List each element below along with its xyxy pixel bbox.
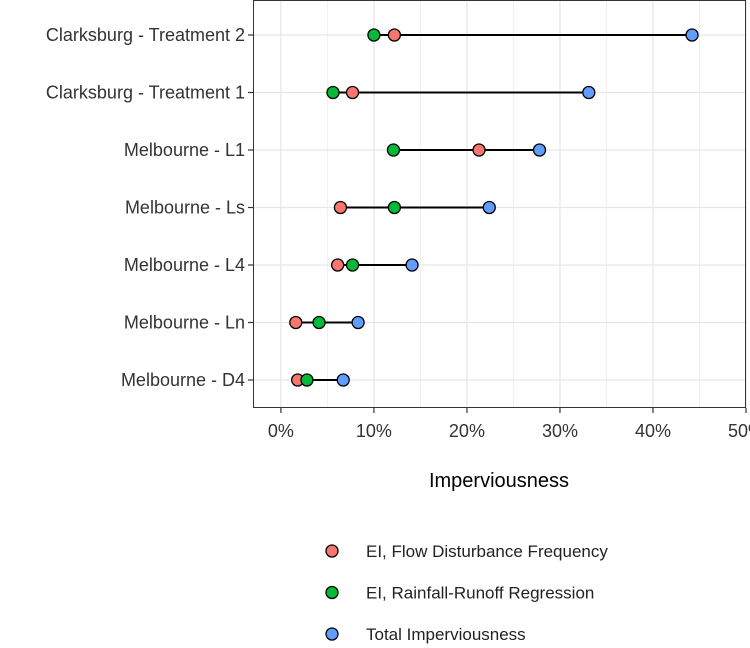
data-point [472, 143, 486, 157]
y-tick-label: Melbourne - L1 [124, 140, 245, 160]
data-point [351, 315, 365, 330]
data-point [326, 85, 340, 100]
data-point [386, 143, 401, 157]
data-points [289, 28, 699, 387]
data-point [482, 200, 496, 215]
legend-key [325, 627, 339, 641]
y-tick-label: Melbourne - Ln [124, 313, 245, 333]
x-tick-label: 50% [728, 421, 750, 441]
x-tick-label: 0% [268, 421, 294, 441]
x-tick-label: 40% [635, 421, 671, 441]
x-axis: 0% 10% 20% 30% 40% 50% [268, 408, 750, 441]
data-point [336, 373, 350, 387]
x-tick-label: 20% [449, 421, 485, 441]
y-tick-label: Melbourne - Ls [125, 198, 245, 218]
data-point [312, 315, 326, 330]
y-tick-label: Melbourne - D4 [121, 370, 245, 390]
y-axis: Clarksburg - Treatment 2 Clarksburg - Tre… [46, 25, 253, 390]
minor-gridlines [326, 0, 700, 408]
data-point [367, 28, 381, 42]
data-point [330, 258, 345, 272]
data-point [685, 28, 699, 42]
x-axis-title: Imperviousness [429, 470, 569, 492]
legend: EI, Flow Disturbance Frequency EI, Rainfa… [325, 542, 608, 644]
data-point [582, 85, 596, 100]
y-tick-label: Clarksburg - Treatment 1 [46, 83, 245, 103]
legend-label: EI, Rainfall-Runoff Regression [366, 584, 594, 603]
data-point [300, 373, 314, 387]
legend-key [325, 544, 339, 558]
data-point [289, 315, 303, 330]
data-point [333, 200, 348, 215]
x-tick-label: 10% [356, 421, 392, 441]
data-point [532, 143, 547, 157]
x-tick-label: 30% [542, 421, 578, 441]
legend-label: Total Imperviousness [366, 625, 526, 644]
legend-label: EI, Flow Disturbance Frequency [366, 542, 608, 561]
y-tick-label: Clarksburg - Treatment 2 [46, 25, 245, 45]
legend-key [325, 585, 339, 600]
dumbbell-segments [295, 34, 693, 381]
data-point [387, 200, 402, 215]
data-point [405, 258, 419, 272]
data-point [345, 258, 360, 272]
y-tick-label: Melbourne - L4 [124, 255, 245, 275]
panel-border [253, 0, 746, 408]
data-point [387, 28, 402, 42]
data-point [345, 85, 360, 100]
